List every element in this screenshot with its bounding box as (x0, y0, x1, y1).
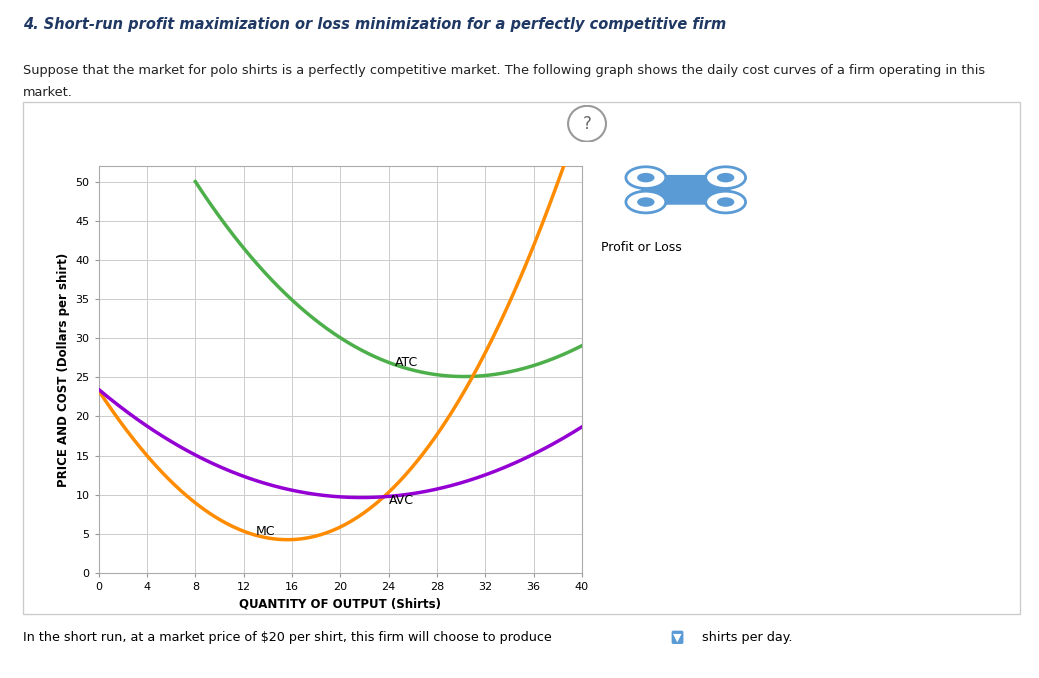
X-axis label: QUANTITY OF OUTPUT (Shirts): QUANTITY OF OUTPUT (Shirts) (239, 597, 442, 610)
Circle shape (637, 173, 655, 182)
Circle shape (625, 167, 666, 188)
Text: ?: ? (583, 115, 591, 133)
Text: AVC: AVC (389, 494, 414, 507)
Circle shape (717, 197, 735, 207)
Text: In the short run, at a market price of $20 per shirt, this firm will choose to p: In the short run, at a market price of $… (23, 631, 552, 644)
Circle shape (625, 191, 666, 213)
Text: Suppose that the market for polo shirts is a perfectly competitive market. The f: Suppose that the market for polo shirts … (23, 64, 985, 77)
FancyBboxPatch shape (641, 175, 730, 205)
Text: ATC: ATC (395, 355, 418, 369)
Circle shape (637, 197, 655, 207)
Text: Profit or Loss: Profit or Loss (601, 241, 682, 254)
Text: shirts per day.: shirts per day. (702, 631, 793, 644)
Y-axis label: PRICE AND COST (Dollars per shirt): PRICE AND COST (Dollars per shirt) (57, 252, 70, 487)
Text: MC: MC (256, 525, 275, 538)
Text: 4. Short-run profit maximization or loss minimization for a perfectly competitiv: 4. Short-run profit maximization or loss… (23, 17, 726, 32)
Circle shape (705, 167, 746, 188)
Circle shape (568, 106, 606, 142)
Text: ▼: ▼ (673, 633, 682, 642)
Text: market.: market. (23, 86, 73, 99)
Circle shape (705, 191, 746, 213)
Circle shape (717, 173, 735, 182)
